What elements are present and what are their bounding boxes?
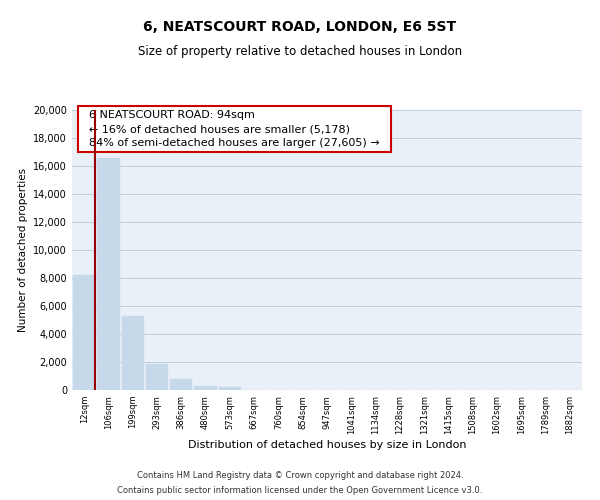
Bar (170, 379, 193, 390)
Bar (73, 275, 95, 390)
Bar (218, 387, 241, 390)
Text: Size of property relative to detached houses in London: Size of property relative to detached ho… (138, 45, 462, 58)
Y-axis label: Number of detached properties: Number of detached properties (18, 168, 28, 332)
Text: 6 NEATSCOURT ROAD: 94sqm
  ← 16% of detached houses are smaller (5,178)
  84% of: 6 NEATSCOURT ROAD: 94sqm ← 16% of detach… (82, 110, 387, 148)
Bar (194, 386, 217, 390)
Text: Contains HM Land Registry data © Crown copyright and database right 2024.: Contains HM Land Registry data © Crown c… (137, 471, 463, 480)
Bar (122, 316, 144, 390)
Bar (146, 364, 168, 390)
Text: Contains public sector information licensed under the Open Government Licence v3: Contains public sector information licen… (118, 486, 482, 495)
Text: 6, NEATSCOURT ROAD, LONDON, E6 5ST: 6, NEATSCOURT ROAD, LONDON, E6 5ST (143, 20, 457, 34)
X-axis label: Distribution of detached houses by size in London: Distribution of detached houses by size … (188, 440, 466, 450)
Bar (97, 158, 119, 390)
